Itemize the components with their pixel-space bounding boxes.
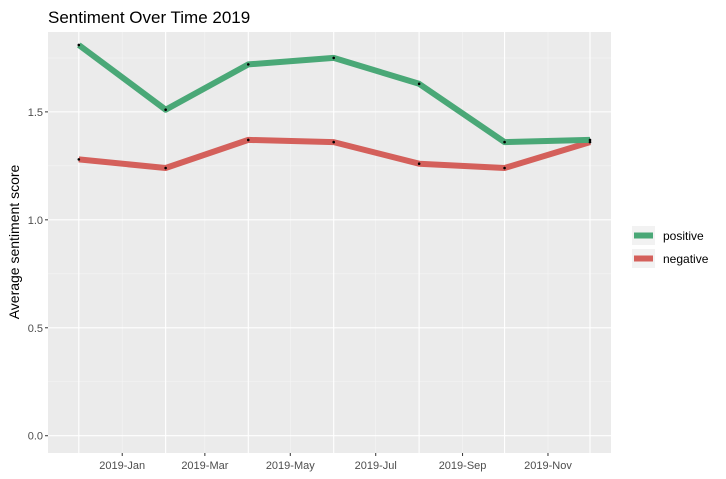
chart-title: Sentiment Over Time 2019	[48, 8, 250, 27]
y-tick-label: 1.0	[28, 215, 43, 227]
data-point-negative	[503, 166, 506, 170]
y-tick-label: 0.0	[28, 431, 43, 443]
x-axis: 2019-Jan 2019-Mar 2019-May 2019-Jul 2019-Sep…	[99, 453, 572, 472]
x-tick-label: 2019-May	[266, 460, 315, 472]
data-point-positive	[503, 140, 506, 144]
data-point-negative	[246, 138, 250, 142]
data-point-positive	[164, 108, 167, 112]
x-tick-label: 2019-Mar	[181, 460, 228, 472]
data-point-positive	[417, 82, 421, 86]
data-point-negative	[77, 158, 81, 161]
legend-label-negative: negative	[663, 252, 709, 266]
data-point-positive	[332, 56, 336, 60]
x-tick-label: 2019-Jan	[99, 460, 145, 472]
x-tick-label: 2019-Sep	[439, 460, 487, 472]
y-axis-title: Average sentiment score	[6, 164, 22, 319]
data-point-negative	[588, 140, 592, 144]
data-points	[77, 43, 592, 170]
y-axis: 0.0 0.5 1.0 1.5	[28, 107, 48, 443]
y-tick-label: 0.5	[28, 323, 43, 335]
data-point-positive	[588, 138, 592, 142]
data-point-positive	[246, 63, 250, 66]
data-point-positive	[77, 43, 81, 47]
data-point-negative	[164, 166, 167, 170]
legend: positive negative	[632, 226, 709, 268]
legend-label-positive: positive	[663, 229, 704, 243]
x-tick-label: 2019-Jul	[355, 460, 397, 472]
y-tick-label: 1.5	[28, 107, 43, 119]
plot-panel	[48, 32, 611, 453]
major-gridlines	[48, 32, 611, 453]
x-tick-label: 2019-Nov	[524, 460, 572, 472]
data-point-negative	[417, 162, 421, 165]
data-point-negative	[332, 140, 336, 144]
